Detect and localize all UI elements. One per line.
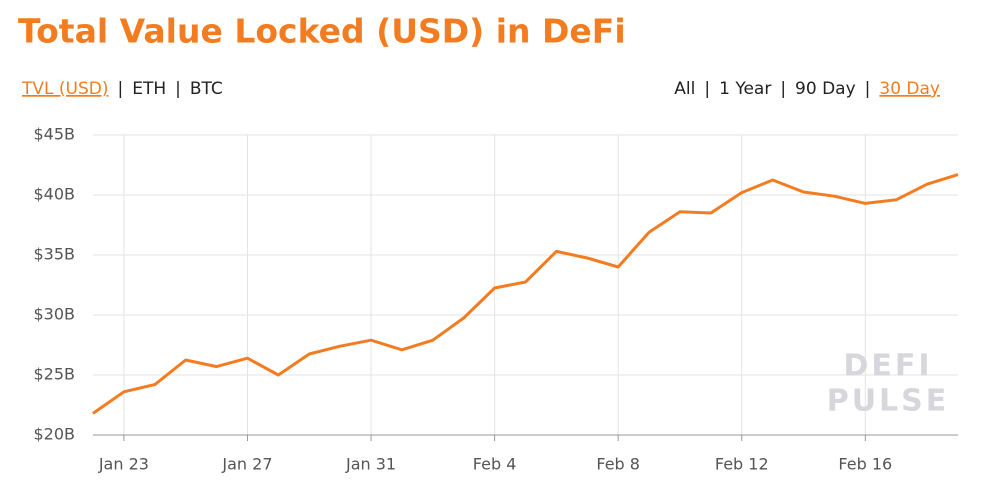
x-tick-label: Jan 31 (345, 455, 396, 474)
tab[interactable]: 1 Year (719, 79, 771, 99)
x-tick-label: Feb 8 (596, 455, 640, 474)
y-tick-label: $30B (33, 305, 75, 324)
tab[interactable]: ETH (132, 79, 166, 99)
tab[interactable]: All (674, 79, 695, 99)
y-tick-label: $20B (33, 425, 75, 444)
tab-separator: | (865, 79, 871, 99)
y-tick-label: $40B (33, 185, 75, 204)
y-tick-label: $35B (33, 245, 75, 264)
chart-title: Total Value Locked (USD) in DeFi (18, 12, 626, 51)
tab[interactable]: TVL (USD) (21, 79, 108, 99)
tab[interactable]: 30 Day (879, 79, 940, 99)
x-tick-label: Feb 4 (473, 455, 517, 474)
x-tick-label: Feb 16 (838, 455, 892, 474)
x-tick-label: Feb 12 (715, 455, 769, 474)
tab[interactable]: 90 Day (795, 79, 856, 99)
tab-separator: | (175, 79, 181, 99)
tab-separator: | (117, 79, 123, 99)
x-tick-label: Jan 23 (98, 455, 149, 474)
watermark: DEFI (843, 349, 932, 384)
y-tick-label: $45B (33, 125, 75, 144)
tab-separator: | (704, 79, 710, 99)
tab[interactable]: BTC (190, 79, 223, 99)
tab-separator: | (780, 79, 786, 99)
line (92, 173, 959, 415)
x-tick-label: Jan 27 (221, 455, 272, 474)
watermark: PULSE (827, 384, 950, 419)
y-tick-label: $25B (33, 365, 75, 384)
